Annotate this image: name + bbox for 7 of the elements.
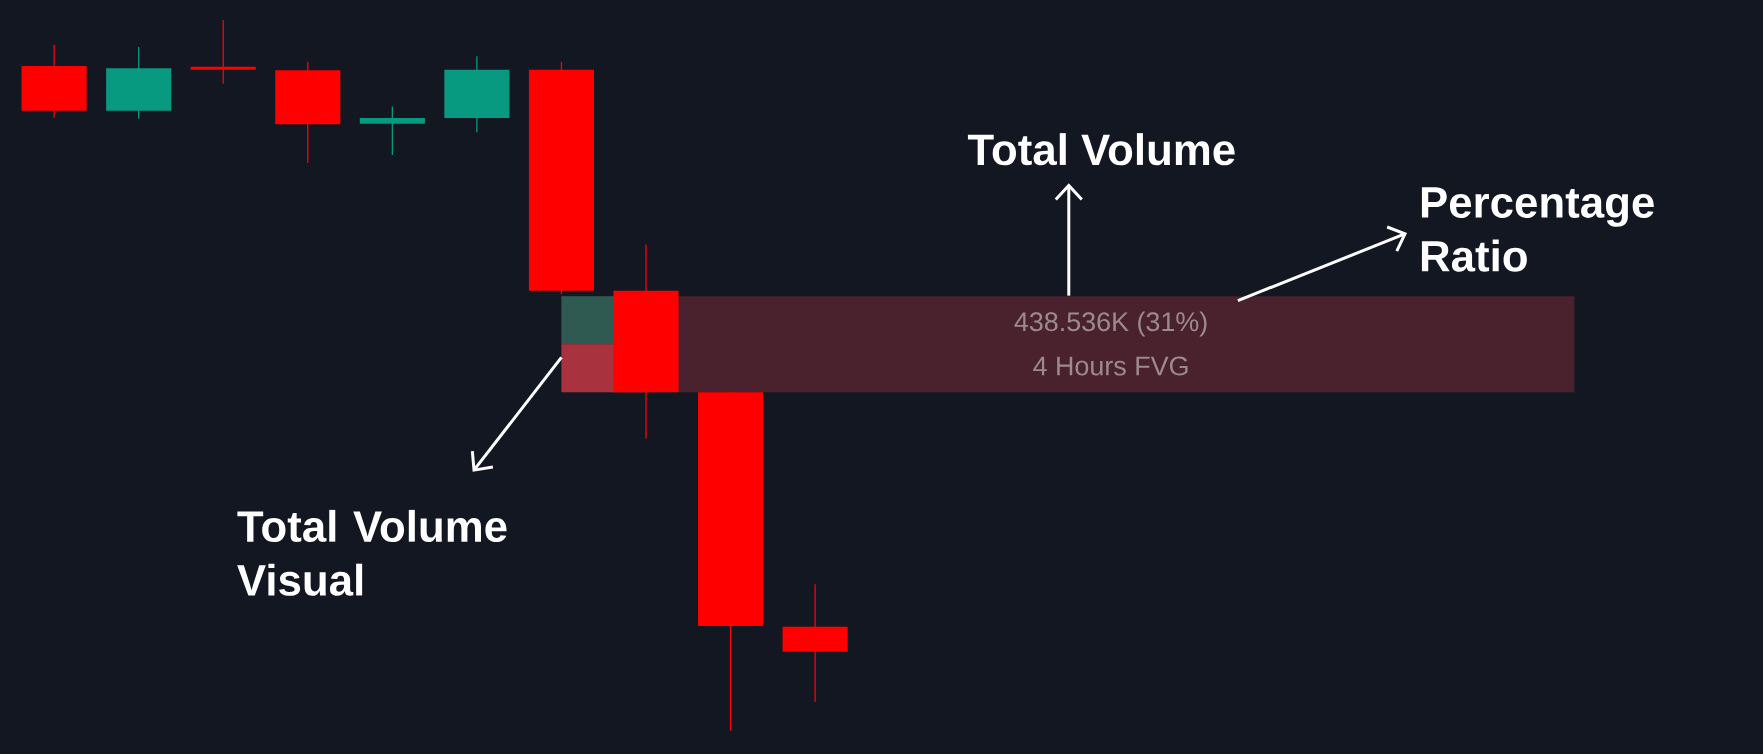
text: 4 Hours FVG xyxy=(1033,356,1188,376)
annotation: Total Volume Visual xyxy=(237,509,507,596)
text: Total Volume xyxy=(967,133,1235,166)
band-label: 438.536K (31%) xyxy=(1014,311,1207,337)
candlestick xyxy=(190,19,256,85)
text: Percentage Ratio xyxy=(1421,187,1654,272)
candlestick xyxy=(359,105,425,156)
